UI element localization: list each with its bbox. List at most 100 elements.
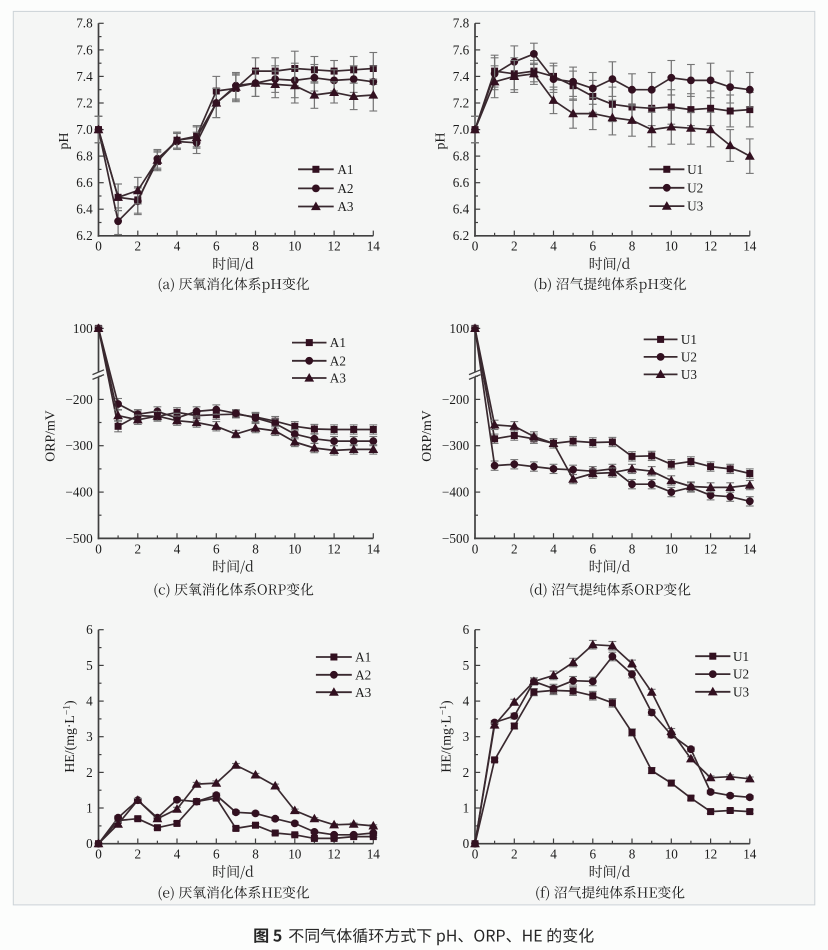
svg-text:14: 14 xyxy=(367,541,381,556)
svg-text:U1: U1 xyxy=(681,332,697,347)
svg-text:2: 2 xyxy=(463,765,470,780)
svg-text:6.6: 6.6 xyxy=(76,175,93,190)
svg-text:12: 12 xyxy=(328,239,341,254)
svg-text:HE/(mg·L−1): HE/(mg·L−1) xyxy=(62,700,78,772)
svg-text:4: 4 xyxy=(174,847,181,862)
svg-text:A1: A1 xyxy=(330,335,346,350)
svg-text:7.8: 7.8 xyxy=(76,16,93,31)
svg-text:U3: U3 xyxy=(681,367,698,382)
svg-text:2: 2 xyxy=(135,239,142,254)
svg-text:12: 12 xyxy=(328,847,341,862)
svg-text:1: 1 xyxy=(463,800,470,815)
svg-text:10: 10 xyxy=(288,239,302,254)
svg-text:7.4: 7.4 xyxy=(453,69,470,84)
svg-text:8: 8 xyxy=(252,541,259,556)
svg-text:A2: A2 xyxy=(337,181,353,196)
svg-text:−400: −400 xyxy=(65,485,93,500)
svg-text:10: 10 xyxy=(665,239,679,254)
svg-text:100: 100 xyxy=(449,321,469,336)
svg-text:ORP/mV: ORP/mV xyxy=(42,410,57,461)
svg-text:6: 6 xyxy=(213,847,220,862)
svg-text:A3: A3 xyxy=(355,685,372,700)
svg-text:A1: A1 xyxy=(337,162,353,177)
svg-text:2: 2 xyxy=(86,765,93,780)
svg-text:6.4: 6.4 xyxy=(453,202,470,217)
svg-text:4: 4 xyxy=(86,694,93,709)
svg-text:pH: pH xyxy=(433,133,448,150)
svg-text:U2: U2 xyxy=(687,180,703,195)
svg-text:−500: −500 xyxy=(65,531,93,546)
svg-text:−200: −200 xyxy=(65,392,93,407)
svg-text:1: 1 xyxy=(86,800,93,815)
svg-text:U3: U3 xyxy=(687,199,704,214)
svg-text:U2: U2 xyxy=(681,350,697,365)
svg-text:6: 6 xyxy=(590,541,597,556)
svg-text:4: 4 xyxy=(550,541,557,556)
svg-text:10: 10 xyxy=(665,847,679,862)
svg-text:4: 4 xyxy=(174,541,181,556)
svg-text:A1: A1 xyxy=(355,650,371,665)
svg-text:8: 8 xyxy=(252,239,259,254)
svg-text:10: 10 xyxy=(288,541,302,556)
svg-text:6.8: 6.8 xyxy=(453,149,470,164)
svg-text:U1: U1 xyxy=(687,162,703,177)
svg-text:10: 10 xyxy=(665,541,679,556)
svg-text:2: 2 xyxy=(135,541,142,556)
svg-text:14: 14 xyxy=(367,847,381,862)
svg-text:8: 8 xyxy=(629,239,636,254)
svg-text:6.8: 6.8 xyxy=(76,149,93,164)
svg-text:U3: U3 xyxy=(733,684,750,699)
svg-text:14: 14 xyxy=(743,541,757,556)
svg-text:A2: A2 xyxy=(330,353,346,368)
svg-text:10: 10 xyxy=(288,847,302,862)
svg-text:8: 8 xyxy=(629,847,636,862)
svg-text:14: 14 xyxy=(367,239,381,254)
svg-text:3: 3 xyxy=(463,729,470,744)
svg-text:0: 0 xyxy=(472,541,479,556)
svg-text:A3: A3 xyxy=(330,371,347,386)
svg-text:6.6: 6.6 xyxy=(453,175,470,190)
svg-text:U2: U2 xyxy=(733,667,749,682)
svg-text:14: 14 xyxy=(743,239,757,254)
svg-text:U1: U1 xyxy=(733,649,749,664)
svg-text:12: 12 xyxy=(704,239,717,254)
svg-text:7.8: 7.8 xyxy=(453,16,470,31)
svg-text:4: 4 xyxy=(550,847,557,862)
svg-text:12: 12 xyxy=(704,541,717,556)
svg-text:7.0: 7.0 xyxy=(76,122,93,137)
svg-text:14: 14 xyxy=(743,847,757,862)
svg-text:A3: A3 xyxy=(337,199,354,214)
svg-text:4: 4 xyxy=(550,239,557,254)
svg-text:−200: −200 xyxy=(442,392,470,407)
svg-text:2: 2 xyxy=(135,847,142,862)
svg-text:12: 12 xyxy=(328,541,341,556)
svg-text:A2: A2 xyxy=(355,667,371,682)
svg-text:0: 0 xyxy=(463,836,470,851)
svg-text:6: 6 xyxy=(463,622,470,637)
svg-text:7.6: 7.6 xyxy=(76,42,93,57)
svg-text:−300: −300 xyxy=(442,438,470,453)
svg-text:2: 2 xyxy=(511,239,518,254)
svg-text:pH: pH xyxy=(56,133,71,150)
svg-text:12: 12 xyxy=(704,847,717,862)
svg-text:6.2: 6.2 xyxy=(76,228,92,243)
svg-text:6: 6 xyxy=(213,239,220,254)
svg-text:−300: −300 xyxy=(65,438,93,453)
svg-text:2: 2 xyxy=(511,847,518,862)
svg-text:8: 8 xyxy=(629,541,636,556)
svg-text:3: 3 xyxy=(86,729,93,744)
svg-text:0: 0 xyxy=(95,847,102,862)
svg-text:100: 100 xyxy=(73,321,93,336)
svg-text:8: 8 xyxy=(252,847,259,862)
svg-text:2: 2 xyxy=(511,541,518,556)
svg-text:0: 0 xyxy=(95,541,102,556)
svg-text:6: 6 xyxy=(86,622,93,637)
svg-text:4: 4 xyxy=(463,694,470,709)
svg-text:7.0: 7.0 xyxy=(453,122,470,137)
svg-text:6: 6 xyxy=(590,847,597,862)
svg-text:4: 4 xyxy=(174,239,181,254)
svg-text:6.2: 6.2 xyxy=(453,228,469,243)
svg-text:6: 6 xyxy=(590,239,597,254)
svg-text:6: 6 xyxy=(213,541,220,556)
svg-text:5: 5 xyxy=(86,658,93,673)
